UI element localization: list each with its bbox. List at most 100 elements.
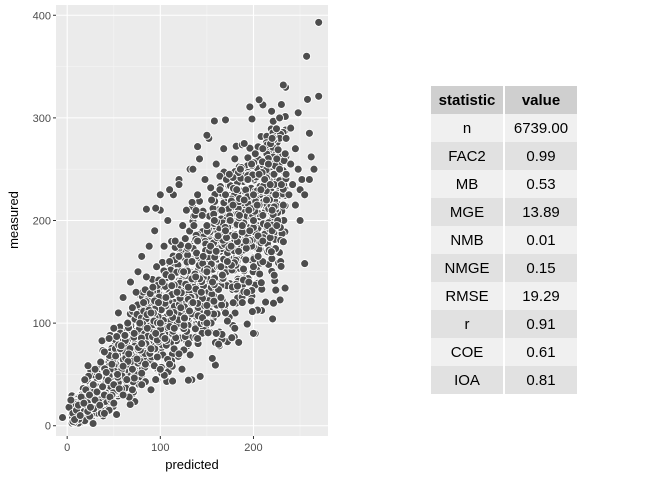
scatter-point [258,144,268,154]
scatter-point [293,108,303,118]
scatter-point [131,287,141,297]
scatter-point [232,185,242,195]
scatter-point [195,154,204,164]
scatter-point [191,272,201,282]
scatter-point [118,293,128,302]
scatter-point [221,115,230,125]
scatter-point [239,195,249,205]
scatter-point [241,255,251,265]
scatter-point [252,200,262,210]
scatter-point [133,267,143,277]
scatter-point [172,287,182,297]
scatter-point [189,221,199,231]
scatter-point [254,169,264,179]
scatter-point [263,159,273,169]
scatter-point [244,277,254,287]
scatter-point [248,328,258,338]
value-cell: 0.53 [503,170,577,198]
scatter-point [135,318,145,328]
scatter-point [139,298,149,308]
scatter-point [239,264,248,274]
value-cell: 0.01 [503,226,577,254]
scatter-point [230,231,240,241]
scatter-point [230,154,240,164]
scatter-point [276,100,286,109]
scatter-point [215,185,225,195]
scatter-point [174,251,184,261]
scatter-point [209,116,219,126]
scatter-point [180,234,190,244]
scatter-point [254,95,264,105]
scatter-point [137,368,147,378]
scatter-point [244,205,254,215]
value-cell: 0.15 [503,254,577,282]
scatter-point [165,257,175,266]
scatter-point [261,297,271,307]
table-row: MB 0.53 [431,170,577,198]
scatter-point [278,237,288,247]
scatter-point [272,124,281,134]
scatter-point [137,380,147,390]
data-points [58,17,324,428]
scatter-point [206,183,216,193]
table-row: NMB 0.01 [431,226,577,254]
scatter-point [157,277,167,287]
scatter-point [280,283,290,293]
scatter-point [142,323,152,333]
scatter-point [268,314,278,324]
scatter-point [79,398,89,408]
scatter-point [197,210,207,220]
scatter-point [94,372,104,381]
statistic-cell: NMB [431,226,504,254]
scatter-point [176,303,186,313]
scatter-point [151,375,161,385]
scatter-point [281,169,291,179]
header-statistic: statistic [431,86,504,114]
scatter-point [255,269,265,279]
scatter-point [269,298,278,308]
scatter-point [137,251,147,261]
x-tick-label: 0 [64,442,70,454]
statistic-cell: IOA [431,366,504,394]
scatter-point [141,272,151,282]
scatter-point [141,204,151,214]
scatter-point [170,236,180,246]
y-tick-label: 200 [33,216,51,228]
value-cell: 6739.00 [503,114,577,142]
scatter-point [265,180,275,190]
scatter-point [245,226,255,236]
table-row: NMGE 0.15 [431,254,577,282]
scatter-point [256,185,266,195]
scatter-point [225,216,235,225]
scatter-point [207,195,217,205]
scatter-point [314,91,324,101]
scatter-point [228,200,238,210]
scatter-point [209,296,219,306]
scatter-point [273,145,283,155]
scatter-point [191,206,201,216]
scatter-point [129,373,139,383]
scatter-point [242,287,252,297]
scatter-point [99,347,109,357]
scatter-point [302,51,312,61]
scatter-point [286,159,296,169]
scatter-point [237,221,247,231]
scatter-point [88,380,98,390]
scatter-point [129,328,139,338]
scatter-point [107,359,117,369]
scatter-point [280,149,290,159]
scatter-point [241,243,251,253]
scatter-point [183,282,193,292]
scatter-point [109,398,119,408]
scatter-point [174,180,184,190]
statistic-cell: RMSE [431,282,504,310]
scatter-point [203,328,213,338]
scatter-point [217,270,227,280]
y-axis-title: measured [6,191,21,249]
scatter-point [304,128,314,138]
scatter-point [144,241,154,251]
scatter-point [165,185,175,195]
table-row: n 6739.00 [431,114,577,142]
scatter-point [222,316,232,326]
scatter-point [125,400,135,409]
